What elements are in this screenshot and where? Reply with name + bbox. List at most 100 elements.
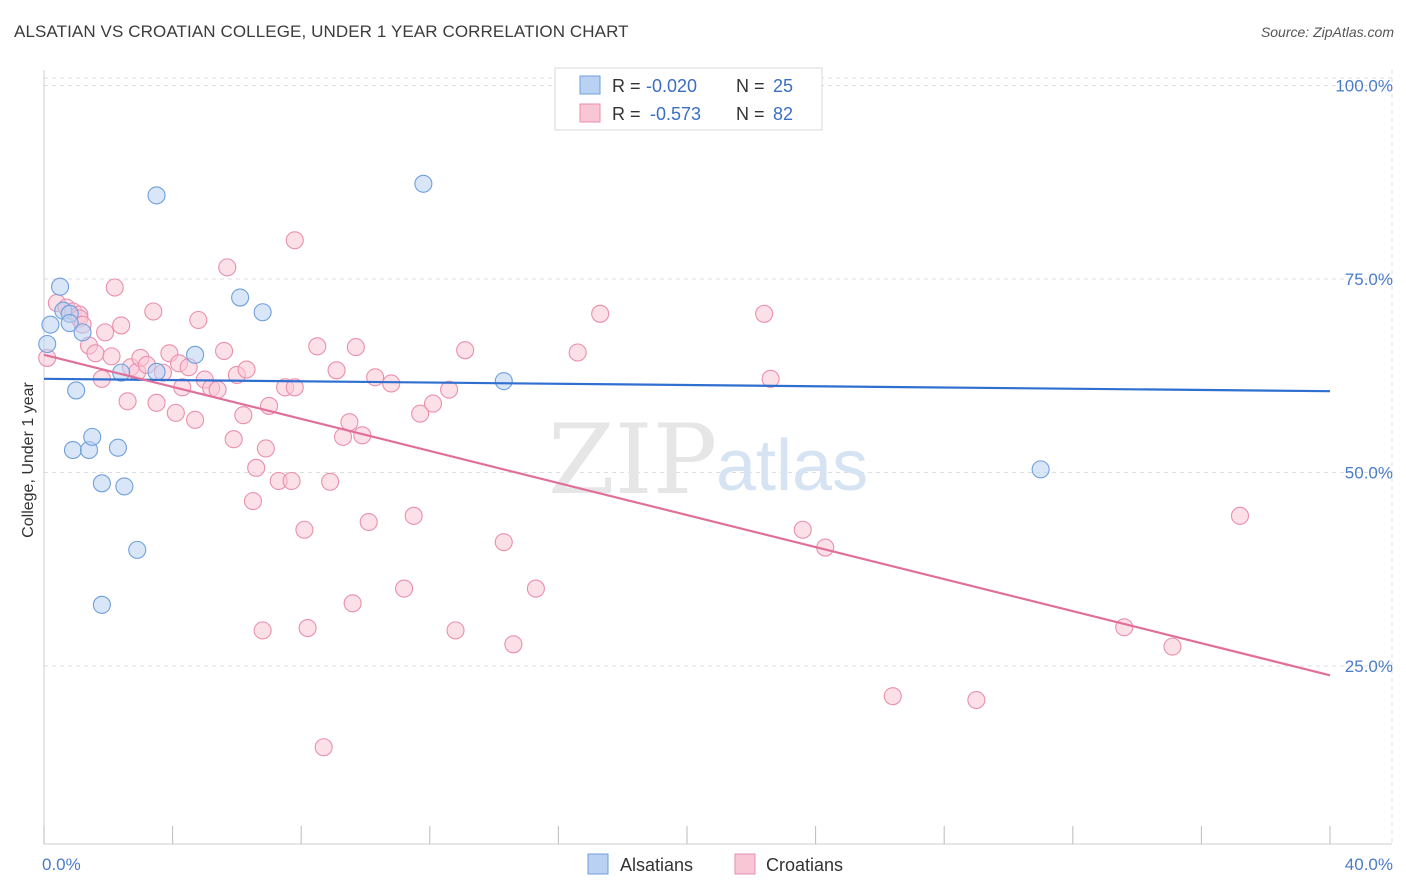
alsatians-point	[253, 303, 272, 322]
x-tick-label: 0.0%	[42, 855, 81, 874]
croatians-point	[321, 472, 340, 491]
croatians-point	[247, 458, 266, 477]
alsatians-point	[92, 474, 111, 493]
grid-lines	[44, 70, 1393, 844]
croatians-point	[423, 394, 443, 413]
y-axis-label: College, Under 1 year	[20, 382, 37, 538]
legend-n-value: 82	[773, 104, 793, 124]
croatians-point	[224, 430, 243, 449]
alsatians-point	[231, 288, 250, 307]
y-tick-label: 25.0%	[1345, 657, 1393, 676]
alsatians-point	[414, 174, 433, 193]
croatians-point	[186, 410, 205, 429]
alsatians-points	[38, 174, 1050, 614]
croatians-point	[298, 619, 317, 638]
croatians-point	[366, 368, 385, 387]
croatians-point	[256, 439, 275, 458]
croatians-point	[359, 512, 378, 532]
croatians-point	[568, 343, 587, 362]
watermark-zip: ZIP	[548, 404, 717, 516]
croatians-point	[591, 304, 610, 323]
chart-title: ALSATIAN VS CROATIAN COLLEGE, UNDER 1 YE…	[14, 22, 629, 41]
croatians-point	[86, 344, 105, 363]
croatians-point	[282, 471, 301, 491]
croatians-point	[237, 360, 256, 379]
croatians-point	[411, 404, 430, 423]
croatians-point	[1163, 637, 1182, 656]
croatians-point	[395, 579, 414, 598]
bottom-legend-swatch-croatians	[734, 853, 756, 875]
axes	[43, 70, 1392, 845]
tick-labels: 25.0% 50.0% 75.0% 100.0% 0.0% 40.0%	[42, 76, 1393, 874]
alsatians-point	[128, 540, 147, 559]
bottom-legend-swatch-alsatians	[587, 853, 609, 875]
croatians-point	[285, 231, 304, 250]
y-tick-label: 100.0%	[1335, 76, 1393, 95]
alsatians-point	[60, 314, 79, 333]
croatians-point	[308, 337, 327, 356]
croatians-point	[755, 304, 774, 323]
alsatians-point	[186, 345, 205, 364]
croatians-point	[214, 341, 234, 361]
alsatians-point	[1031, 460, 1050, 479]
alsatians-point	[147, 186, 166, 205]
alsatians-point	[108, 438, 127, 457]
croatians-point	[440, 380, 459, 399]
legend-swatch-alsatians	[579, 75, 601, 95]
croatians-point	[456, 341, 475, 360]
croatians-point	[105, 278, 124, 297]
croatians-point	[285, 378, 304, 397]
croatians-point	[243, 492, 263, 511]
croatians-point	[446, 621, 465, 640]
alsatians-point	[115, 477, 134, 496]
croatians-point	[96, 323, 115, 342]
croatians-point	[526, 579, 545, 598]
alsatians-point	[38, 334, 57, 354]
legend-r-label: R =	[612, 104, 641, 124]
alsatians-point	[41, 315, 60, 334]
legend: R = -0.020 N = 25 R = -0.573 N = 82	[554, 67, 823, 131]
croatians-point	[504, 635, 523, 654]
alsatians-point	[92, 595, 111, 614]
croatians-point	[218, 258, 237, 277]
legend-r-value: -0.573	[650, 104, 701, 124]
source-label: Source: ZipAtlas.com	[1260, 24, 1394, 40]
croatians-point	[102, 347, 121, 366]
croatians-point	[253, 621, 272, 640]
croatians-point	[404, 506, 423, 525]
watermark-atlas: atlas	[716, 426, 868, 506]
legend-swatch-croatians	[579, 103, 601, 123]
legend-r-value: -0.020	[646, 76, 697, 96]
croatians-point	[494, 533, 513, 552]
croatians-point	[793, 520, 812, 539]
croatians-point	[166, 403, 185, 422]
alsatians-point	[494, 372, 513, 391]
croatians-point	[967, 690, 986, 710]
trend-lines	[43, 353, 1331, 677]
croatians-point	[382, 374, 401, 393]
alsatians-point	[63, 440, 82, 460]
croatians-point	[340, 413, 359, 432]
alsatians-trend-line	[43, 377, 1331, 393]
alsatians-point	[73, 323, 92, 342]
croatians-point	[1115, 618, 1134, 637]
bottom-legend-alsatians: Alsatians	[620, 855, 693, 875]
alsatians-point	[51, 277, 70, 296]
croatians-point	[234, 406, 253, 425]
croatians-point	[118, 392, 137, 411]
legend-n-label: N =	[736, 104, 765, 124]
watermark: ZIP atlas	[548, 404, 868, 516]
croatians-point	[314, 738, 333, 757]
croatians-points	[38, 231, 1250, 757]
y-tick-label: 75.0%	[1345, 270, 1393, 289]
croatians-point	[761, 369, 780, 388]
croatians-point	[144, 302, 163, 321]
legend-n-label: N =	[736, 76, 765, 96]
croatians-point	[346, 338, 365, 357]
bottom-legend-croatians: Croatians	[766, 855, 843, 875]
croatians-point	[1230, 506, 1250, 525]
croatians-point	[189, 310, 208, 330]
legend-r-label: R =	[612, 76, 641, 96]
y-tick-label: 50.0%	[1345, 463, 1393, 482]
